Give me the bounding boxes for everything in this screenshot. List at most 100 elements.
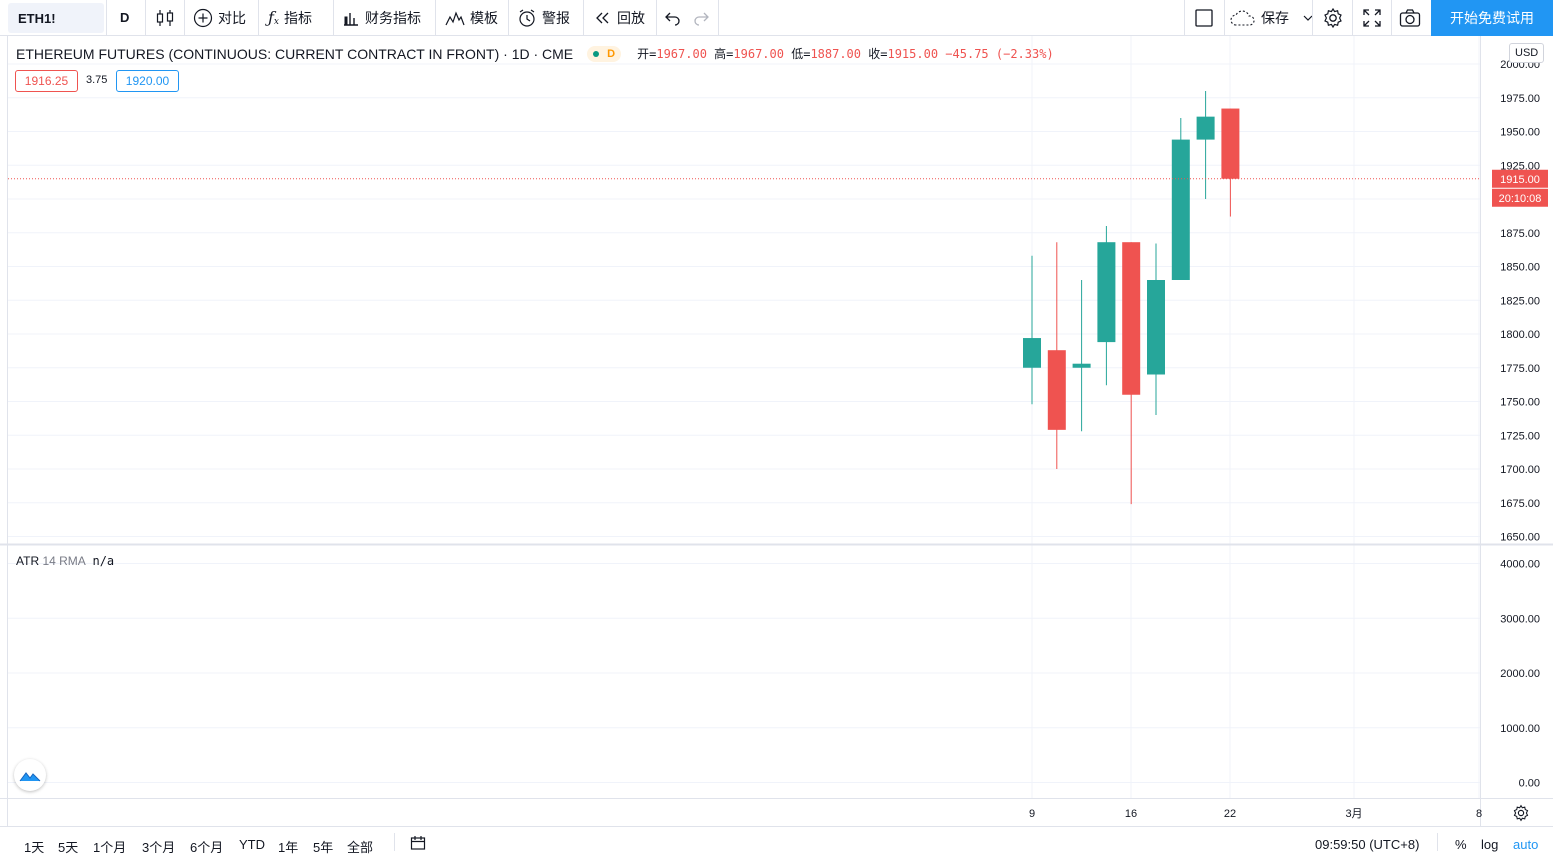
candle	[1023, 255, 1041, 405]
date-range-icon[interactable]	[410, 835, 426, 854]
candle	[1221, 108, 1240, 217]
delay-badge-label: D	[607, 47, 616, 60]
gear-icon	[1513, 804, 1529, 822]
low-value: 1887.00	[810, 47, 862, 61]
range-button[interactable]: 1年	[278, 840, 299, 855]
redo-icon	[692, 10, 710, 26]
time-tick-label: 16	[1125, 808, 1137, 820]
price-tick-label: 1650.00	[1500, 532, 1540, 544]
candle-body	[1196, 116, 1215, 140]
price-tick-label: 1725.00	[1500, 430, 1540, 442]
divider	[1184, 0, 1185, 35]
interval-label: D	[120, 10, 130, 25]
candle	[1196, 91, 1215, 199]
range-button[interactable]: 3个月	[142, 840, 176, 855]
free-trial-button[interactable]: 开始免费试用	[1431, 0, 1553, 36]
templates-button[interactable]: 模板	[445, 0, 498, 35]
atr-tick-label: 3000.00	[1500, 613, 1540, 625]
divider	[1312, 0, 1313, 35]
currency-label[interactable]: USD	[1509, 43, 1545, 63]
countdown-tag	[1492, 188, 1548, 207]
interval-button[interactable]: D	[120, 0, 129, 35]
candle	[1122, 242, 1141, 505]
atr-tick-label: 4000.00	[1500, 559, 1540, 571]
open-value: 1967.00	[656, 47, 707, 61]
candle	[1171, 118, 1190, 280]
countdown-label: 20:10:08	[1499, 193, 1542, 205]
range-button[interactable]: 5年	[313, 840, 334, 855]
divider	[106, 0, 107, 35]
range-button[interactable]: YTD	[239, 837, 265, 852]
alert-button[interactable]: 警报	[517, 0, 570, 35]
range-button[interactable]: 1个月	[93, 840, 127, 855]
candle-body	[1023, 338, 1041, 368]
high-label: 高=	[714, 47, 734, 61]
price-tick-label: 1925.00	[1500, 160, 1540, 172]
chart-style-button[interactable]	[155, 0, 180, 35]
range-button[interactable]: 全部	[347, 840, 374, 855]
symbol-title: ETHEREUM FUTURES (CONTINUOUS: CURRENT CO…	[16, 45, 574, 62]
settings-button[interactable]	[1322, 0, 1349, 35]
price-axis[interactable]: 1650.00 1675.00 1700.00 1725.00 1750.00 1775.…	[1500, 59, 1540, 544]
candle	[1047, 242, 1066, 469]
candle-body	[1221, 108, 1240, 179]
spread-value: 3.75	[86, 74, 108, 86]
time-tick-label: 8	[1476, 808, 1482, 820]
divider	[145, 0, 146, 35]
candle-body	[1171, 139, 1190, 280]
price-tick-label: 1950.00	[1500, 127, 1540, 139]
layout-button[interactable]	[1194, 0, 1219, 35]
financials-button[interactable]: 财务指标	[342, 0, 421, 35]
clock-label[interactable]: 09:59:50 (UTC+8)	[1315, 837, 1420, 852]
price-tick-label: 1700.00	[1500, 464, 1540, 476]
candle-body	[1147, 280, 1165, 375]
undo-button[interactable]	[664, 0, 687, 35]
divider	[1437, 833, 1438, 851]
divider	[333, 0, 334, 35]
axis-settings-button[interactable]	[1512, 804, 1530, 827]
candle-body	[1072, 363, 1091, 368]
time-axis[interactable]: 9 16 22 3月 8	[1029, 808, 1482, 820]
sell-price-button[interactable]: 1916.25	[15, 70, 78, 92]
last-price-line: 1915.00 20:10:08	[8, 169, 1548, 207]
atr-axis[interactable]: 0.00 1000.00 2000.00 3000.00 4000.00	[1500, 559, 1540, 790]
chart-canvas[interactable]: 1650.00 1675.00 1700.00 1725.00 1750.00 1775.…	[0, 36, 1553, 826]
symbol-search-button[interactable]: ETH1!	[8, 3, 104, 33]
save-button[interactable]: 保存	[1230, 0, 1318, 35]
fullscreen-button[interactable]	[1362, 0, 1387, 35]
high-value: 1967.00	[733, 47, 784, 61]
templates-label: 模板	[470, 9, 498, 26]
buy-price-button[interactable]: 1920.00	[116, 70, 179, 92]
auto-toggle[interactable]: auto	[1513, 837, 1539, 852]
alert-label: 警报	[542, 9, 570, 26]
divider	[508, 0, 509, 35]
redo-button[interactable]	[692, 0, 715, 35]
range-button[interactable]: 1天	[24, 840, 45, 855]
close-label: 收=	[868, 47, 888, 61]
last-price-label: 1915.00	[1500, 174, 1540, 186]
divider	[718, 0, 719, 35]
atr-value: n/a	[92, 554, 115, 568]
divider	[1352, 0, 1353, 35]
cloud-icon	[1230, 9, 1256, 27]
replay-button[interactable]: 回放	[594, 0, 645, 35]
range-button[interactable]: 6个月	[190, 840, 224, 855]
candle	[1097, 226, 1116, 386]
compare-button[interactable]: 对比	[193, 0, 246, 35]
percent-toggle[interactable]: %	[1455, 837, 1467, 852]
candles	[1023, 91, 1240, 505]
price-tick-label: 1675.00	[1500, 498, 1540, 510]
snapshot-button[interactable]	[1399, 0, 1426, 35]
templates-icon	[445, 9, 465, 27]
pane-divider[interactable]	[0, 543, 1553, 799]
price-tick-label: 1850.00	[1500, 262, 1540, 274]
tradingview-logo[interactable]	[14, 759, 46, 791]
alarm-clock-icon	[517, 8, 537, 28]
price-tick-label: 1750.00	[1500, 397, 1540, 409]
log-toggle[interactable]: log	[1481, 837, 1499, 852]
range-button[interactable]: 5天	[58, 840, 79, 855]
change-value: −45.75 (−2.33%)	[945, 47, 1054, 61]
